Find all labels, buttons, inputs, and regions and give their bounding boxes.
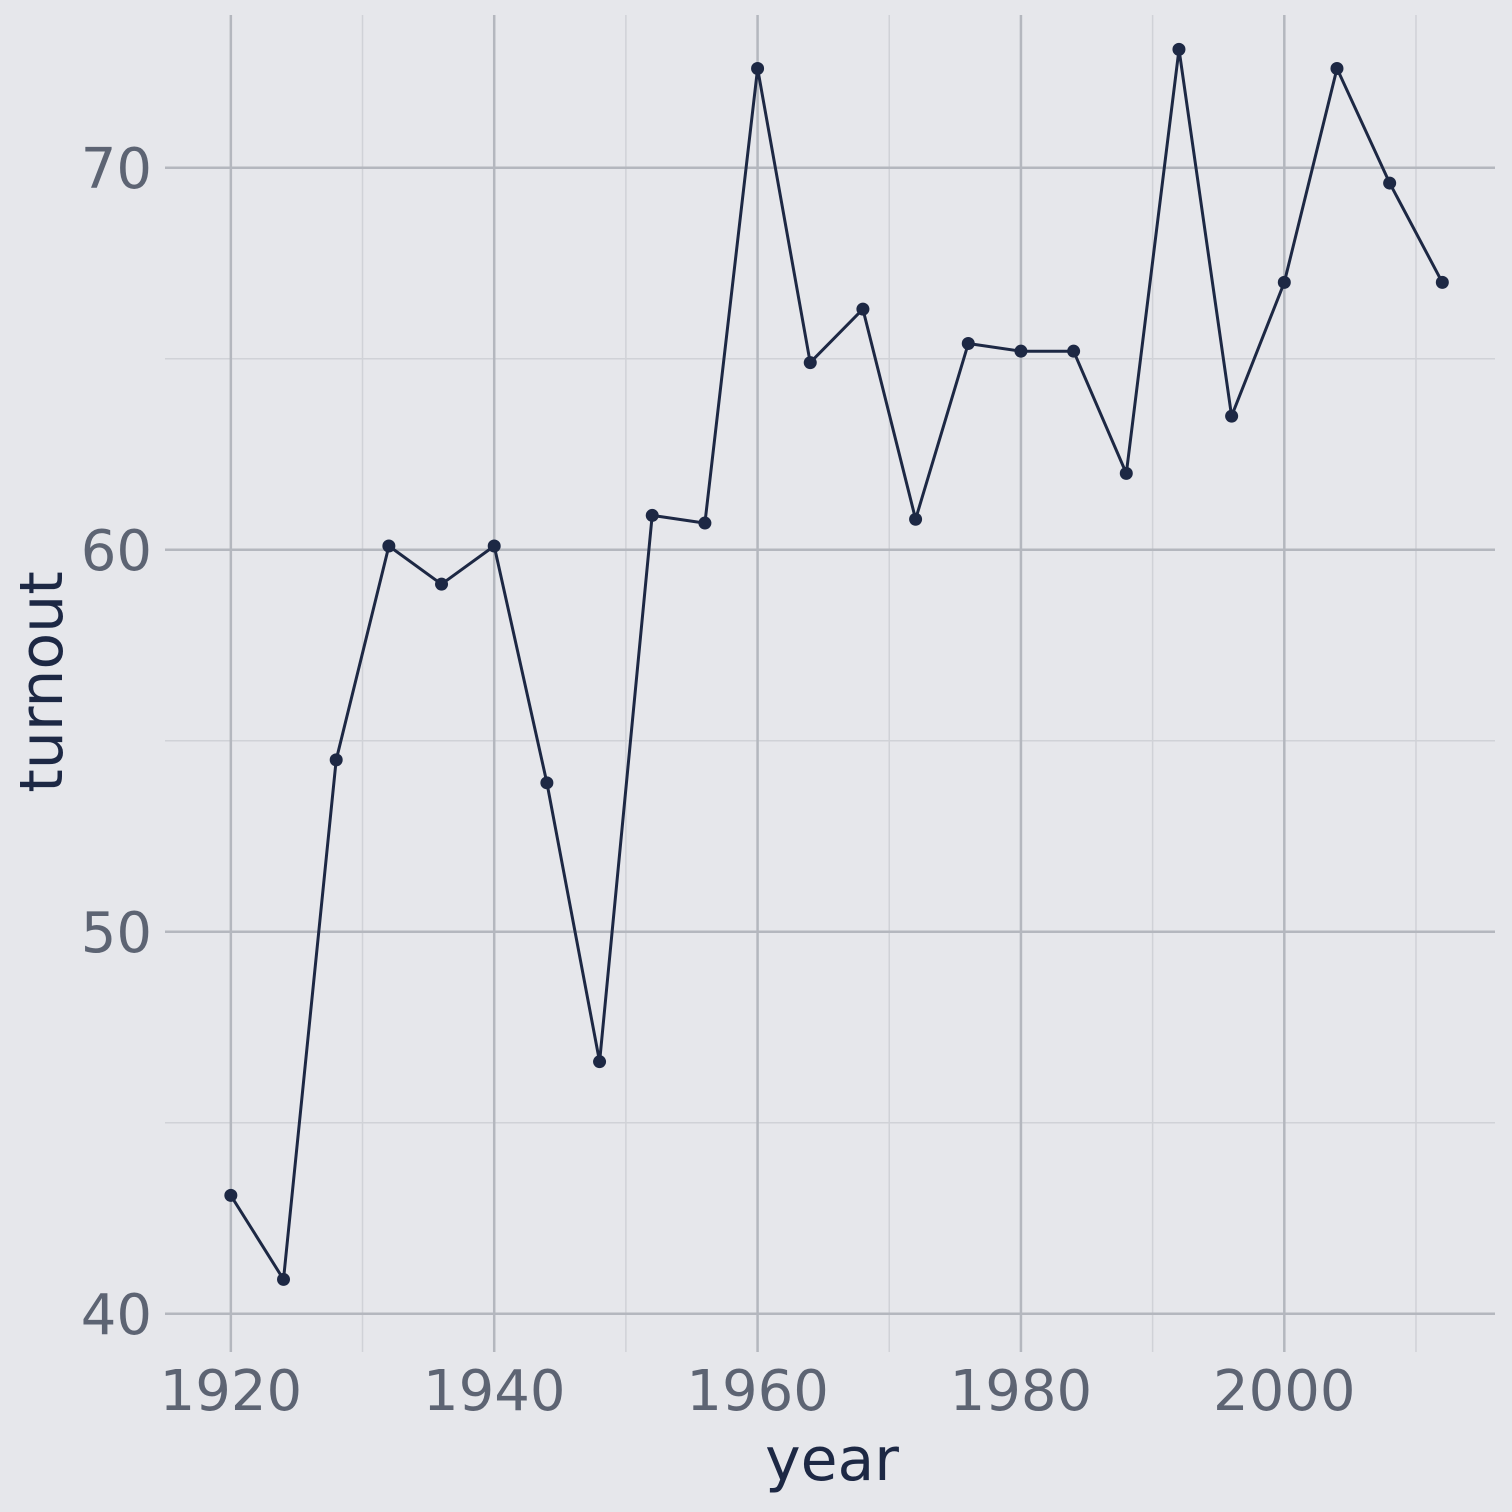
data-point (593, 1055, 607, 1069)
data-point (856, 302, 870, 316)
data-point (1014, 344, 1028, 358)
data-point (1119, 466, 1133, 480)
x-axis-ticks: 1920 1940 1960 1980 2000 (160, 1359, 1356, 1424)
y-axis-title: turnout (7, 571, 77, 792)
y-tick-label: 50 (81, 901, 152, 966)
data-point (1277, 275, 1291, 289)
data-point (224, 1188, 238, 1202)
data-point (1172, 42, 1186, 56)
y-axis-ticks: 40 50 60 70 (81, 137, 152, 1348)
data-point (277, 1272, 291, 1286)
x-tick-label: 1980 (950, 1359, 1093, 1424)
x-tick-label: 1960 (686, 1359, 829, 1424)
data-point (1225, 409, 1239, 423)
data-point (698, 516, 712, 530)
data-point (803, 356, 817, 370)
series-layer (224, 42, 1449, 1286)
x-tick-label: 2000 (1213, 1359, 1356, 1424)
x-axis-title: year (765, 1425, 899, 1495)
data-point (540, 776, 554, 790)
x-tick-label: 1920 (160, 1359, 303, 1424)
data-point (329, 753, 343, 767)
series-line (229, 47, 1444, 1281)
data-point (645, 508, 659, 522)
grid (165, 15, 1495, 1352)
data-point (1067, 344, 1081, 358)
data-point (751, 61, 765, 75)
y-tick-label: 60 (81, 519, 152, 584)
data-point (382, 539, 396, 553)
y-tick-label: 40 (81, 1283, 152, 1348)
data-point (487, 539, 501, 553)
data-point (435, 577, 449, 591)
y-tick-label: 70 (81, 137, 152, 202)
data-point (1330, 61, 1344, 75)
data-point (1383, 176, 1397, 190)
data-point (909, 512, 923, 526)
data-point (961, 337, 975, 351)
x-tick-label: 1940 (423, 1359, 566, 1424)
data-point (1435, 275, 1449, 289)
